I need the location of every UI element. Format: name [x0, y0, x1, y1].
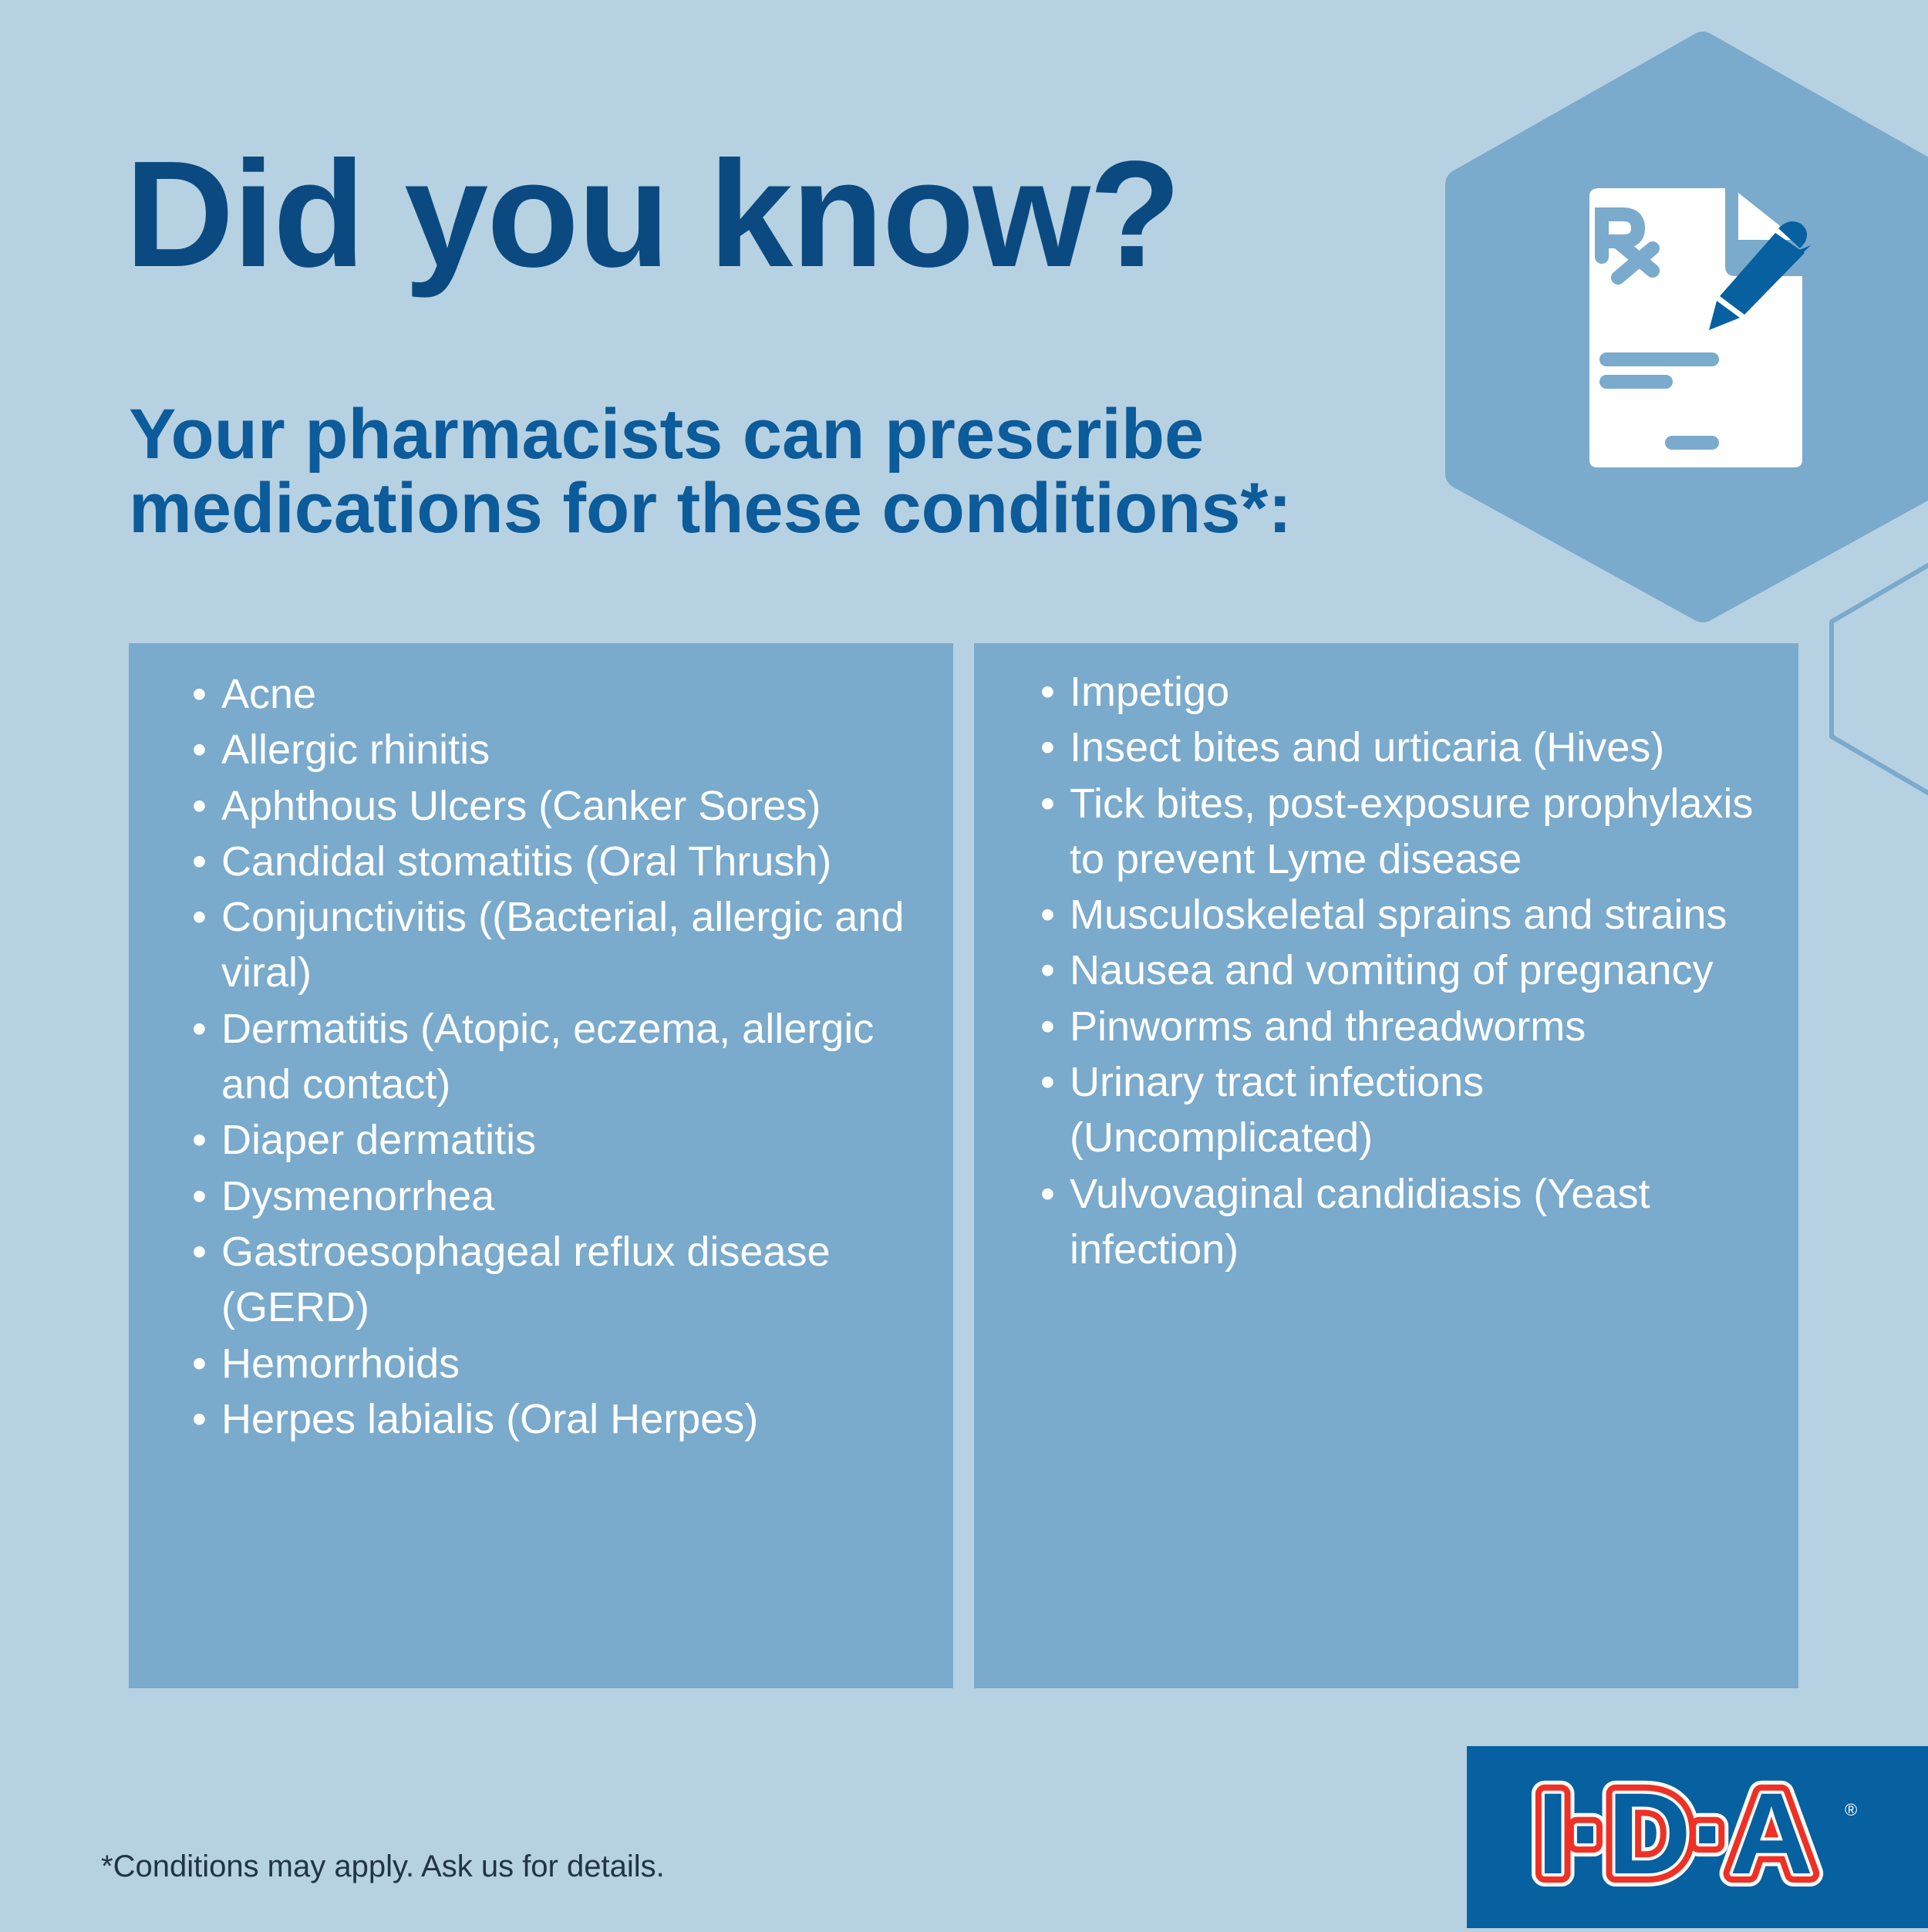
hexagon-outline: [1829, 563, 1928, 795]
condition-item: • Candidal stomatitis (Oral Thrush): [192, 834, 948, 889]
condition-label: Acne: [221, 671, 317, 717]
conditions-panel-left: • Acne • Allergic rhinitis • Aphthous Ulcers …: [129, 643, 953, 1688]
svg-text:I·D·A: I·D·A: [1537, 1768, 1813, 1898]
condition-item: • Insect bites and urticaria (Hives): [1040, 720, 1796, 775]
bullet-icon: •: [1040, 892, 1055, 939]
condition-label: Tick bites, post-exposure prophylaxis to…: [1070, 780, 1754, 882]
condition-item: • Tick bites, post-exposure prophylaxis t…: [1040, 776, 1796, 888]
svg-text:I·D·A: I·D·A: [1537, 1768, 1813, 1898]
condition-label: Gastroesophageal reflux disease (GERD): [221, 1228, 831, 1331]
condition-item: • Pinworms and threadworms: [1040, 999, 1796, 1054]
bullet-icon: •: [1040, 1003, 1055, 1050]
condition-label: Urinary tract infections (Uncomplicated): [1070, 1059, 1485, 1162]
bullet-icon: •: [192, 1117, 207, 1164]
condition-item: • Gastroesophageal reflux disease (GERD): [192, 1224, 948, 1336]
condition-item: • Musculoskeletal sprains and strains: [1040, 887, 1796, 942]
condition-label: Dysmenorrhea: [221, 1172, 495, 1219]
condition-label: Dermatitis (Atopic, eczema, allergic and…: [221, 1005, 875, 1108]
condition-label: Aphthous Ulcers (Canker Sores): [221, 782, 821, 829]
condition-label: Pinworms and threadworms: [1070, 1003, 1586, 1050]
condition-item: • Impetigo: [1040, 664, 1796, 720]
ida-logo-mark: I·D·A I·D·A I·D·A I·D·A ®: [1524, 1755, 1857, 1911]
ida-logo: I·D·A I·D·A I·D·A I·D·A ®: [1467, 1746, 1928, 1928]
bullet-icon: •: [192, 1172, 207, 1219]
svg-text:I·D·A: I·D·A: [1537, 1768, 1813, 1898]
condition-item: • Dysmenorrhea: [192, 1168, 948, 1224]
condition-item: • Dermatitis (Atopic, eczema, allergic an…: [192, 1001, 948, 1113]
bullet-icon: •: [1040, 724, 1055, 771]
condition-label: Conjunctivitis ((Bacterial, allergic and…: [221, 894, 905, 996]
bullet-icon: •: [192, 838, 207, 885]
bullet-icon: •: [192, 1005, 207, 1052]
condition-label: Nausea and vomiting of pregnancy: [1070, 947, 1714, 994]
bullet-icon: •: [1040, 947, 1055, 994]
bullet-icon: •: [1040, 1059, 1055, 1106]
condition-item: • Acne: [192, 666, 948, 722]
svg-text:I·D·A: I·D·A: [1537, 1768, 1813, 1898]
bullet-icon: •: [1040, 669, 1055, 715]
condition-label: Herpes labialis (Oral Herpes): [221, 1395, 759, 1442]
bullet-icon: •: [192, 1340, 207, 1387]
condition-label: Impetigo: [1070, 669, 1230, 715]
bullet-icon: •: [192, 1228, 207, 1275]
condition-label: Candidal stomatitis (Oral Thrush): [221, 838, 832, 885]
condition-label: Musculoskeletal sprains and strains: [1070, 892, 1727, 939]
bullet-icon: •: [1040, 1170, 1055, 1217]
bullet-icon: •: [192, 894, 207, 941]
bullet-icon: •: [1040, 780, 1055, 827]
page-title: Did you know?: [125, 130, 1181, 298]
bullet-icon: •: [192, 1395, 207, 1442]
condition-item: • Allergic rhinitis: [192, 722, 948, 777]
bullet-icon: •: [192, 671, 207, 717]
condition-item: • Nausea and vomiting of pregnancy: [1040, 942, 1796, 998]
bullet-icon: •: [192, 727, 207, 774]
conditions-list-right: • Impetigo • Insect bites and urticaria (Hi…: [1040, 664, 1796, 1277]
condition-item: • Urinary tract infections (Uncomplicated…: [1040, 1054, 1796, 1166]
condition-item: • Hemorrhoids: [192, 1336, 948, 1391]
pen-icon: [1709, 221, 1811, 330]
condition-label: Hemorrhoids: [221, 1340, 460, 1387]
conditions-list-left: • Acne • Allergic rhinitis • Aphthous Ulcers …: [192, 666, 948, 1447]
condition-item: • Herpes labialis (Oral Herpes): [192, 1391, 948, 1447]
condition-item: • Vulvovaginal candidiasis (Yeast infecti…: [1040, 1166, 1796, 1278]
condition-label: Insect bites and urticaria (Hives): [1070, 724, 1665, 771]
svg-text:®: ®: [1845, 1800, 1857, 1819]
condition-label: Vulvovaginal candidiasis (Yeast infectio…: [1070, 1170, 1650, 1273]
page-subtitle: Your pharmacists can prescribe medicatio…: [129, 395, 1292, 548]
prescription-document-icon: [1589, 188, 1802, 467]
condition-label: Diaper dermatitis: [221, 1117, 537, 1164]
condition-item: • Diaper dermatitis: [192, 1112, 948, 1168]
condition-item: • Conjunctivitis ((Bacterial, allergic an…: [192, 889, 948, 1001]
conditions-panel-right: • Impetigo • Insect bites and urticaria (Hi…: [974, 643, 1798, 1688]
condition-label: Allergic rhinitis: [221, 727, 490, 774]
bullet-icon: •: [192, 782, 207, 829]
footnote: *Conditions may apply. Ask us for detail…: [101, 1849, 665, 1883]
condition-item: • Aphthous Ulcers (Canker Sores): [192, 778, 948, 834]
